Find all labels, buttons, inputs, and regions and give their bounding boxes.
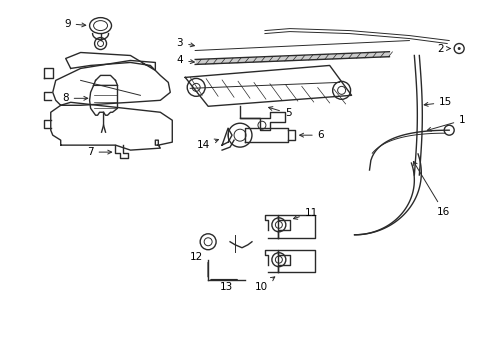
Circle shape xyxy=(457,47,460,50)
Text: 2: 2 xyxy=(437,44,449,54)
Text: 15: 15 xyxy=(423,97,451,107)
Text: 5: 5 xyxy=(268,107,291,118)
Text: 11: 11 xyxy=(293,208,317,219)
Text: 14: 14 xyxy=(197,139,218,150)
Text: 7: 7 xyxy=(87,147,111,157)
Text: 13: 13 xyxy=(219,282,232,292)
Text: 9: 9 xyxy=(64,19,85,28)
Text: 8: 8 xyxy=(62,93,87,103)
Text: 10: 10 xyxy=(254,277,274,292)
Text: 1: 1 xyxy=(427,115,465,131)
Text: 12: 12 xyxy=(189,252,203,262)
Text: 6: 6 xyxy=(299,130,324,140)
Text: 16: 16 xyxy=(412,161,449,217)
Text: 3: 3 xyxy=(176,37,194,48)
Text: 4: 4 xyxy=(176,55,194,66)
